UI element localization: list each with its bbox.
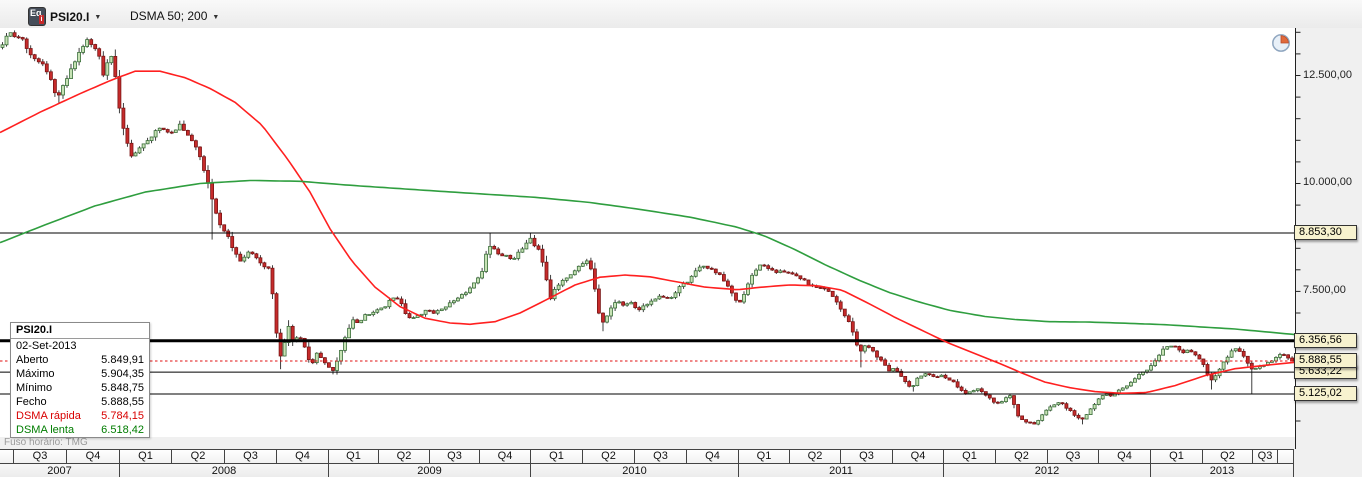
x-axis-quarter-cell: Q3 [224,450,276,463]
y-axis-label: 12.500,00 [1303,68,1352,81]
x-axis-quarter-cell: Q1 [328,450,378,463]
dsma-slow-value: 6.518,42 [101,424,144,436]
data-window-dsma-slow-row: DSMA lenta 6.518,42 [11,423,149,437]
delayed-data-clock-icon[interactable] [1271,33,1291,53]
time-axis: Q3 Q4 Q1 Q2 Q3 Q4 Q1 Q2 Q3 Q4 Q1 Q2 Q3 Q4 Q1 Q2 Q3 Q4 Q1 Q2… [0,449,1294,477]
price-level-badge: 5.888,55 [1294,353,1357,369]
x-axis-quarter-cell: Q4 [1098,450,1150,463]
instrument-label: PSI20.I [50,9,90,24]
x-axis-year-cell: 2011 [738,463,943,477]
indicator-selector[interactable]: DSMA 50; 200 ▼ [130,9,219,23]
x-axis-quarter-cell: Q2 [171,450,224,463]
dsma-fast-value: 5.784,15 [101,410,144,422]
equity-icon-text: Eq [30,8,42,18]
y-axis-label: 7.500,00 [1303,284,1346,297]
price-level-badge: 5.125,02 [1294,386,1357,401]
x-axis-quarter-cell: Q1 [1150,450,1202,463]
x-axis-quarter-cell: Q3 [13,450,66,463]
x-axis-year-cell: 2010 [530,463,738,477]
x-axis-quarter-cell: Q1 [119,450,171,463]
x-axis-quarter-cell: Q3 [840,450,892,463]
x-axis-quarter-cell: Q4 [276,450,328,463]
high-label: Máximo [16,368,55,380]
x-axis-quarter-cell: Q1 [738,450,789,463]
x-axis-quarter-cell: Q1 [530,450,582,463]
x-axis-quarter-cell [0,450,13,463]
x-axis-quarter-cell: Q2 [1202,450,1252,463]
x-axis-quarter-cell: Q2 [582,450,634,463]
x-axis-quarter-cell: Q3 [1252,450,1277,463]
x-axis-year-cell: 2009 [328,463,530,477]
x-axis-quarter-cell: Q3 [634,450,686,463]
dsma-fast-label: DSMA rápida [16,410,81,422]
price-level-badge: 8.853,30 [1294,225,1357,240]
x-axis-quarter-cell: Q4 [686,450,738,463]
x-axis-quarter-cell [1277,450,1293,463]
instrument-selector[interactable]: Eq i PSI20.I ▼ [29,8,101,25]
close-value: 5.888,55 [101,396,144,408]
open-label: Aberto [16,354,49,366]
equity-icon-info-badge: i [39,15,44,24]
x-axis-year-cell: 2007 [0,463,119,477]
price-level-badge: 6.356,56 [1294,332,1357,348]
time-axis-end-line [1293,450,1294,477]
x-axis-quarter-cell: Q2 [378,450,429,463]
x-axis-year-cell: 2012 [943,463,1150,477]
close-label: Fecho [16,396,47,408]
data-window-close-row: Fecho 5.888,55 [11,395,149,409]
x-axis-quarter-cell: Q4 [479,450,530,463]
x-axis-quarter-cell: Q2 [789,450,840,463]
x-axis-quarter-cell: Q1 [943,450,995,463]
indicator-label: DSMA 50; 200 [130,9,208,23]
data-window-date-row: 02-Set-2013 [11,339,149,353]
x-axis-quarter-cell: Q3 [1047,450,1098,463]
data-window-open-row: Aberto 5.849,91 [11,353,149,367]
high-value: 5.904,35 [101,368,144,380]
x-axis-year-cell: 2008 [119,463,328,477]
chevron-down-icon: ▼ [212,13,220,21]
chevron-down-icon: ▼ [94,14,102,21]
data-window-dsma-fast-row: DSMA rápida 5.784,15 [11,409,149,423]
open-value: 5.849,91 [101,354,144,366]
x-axis-quarter-cell: Q4 [892,450,943,463]
chart-toolbar: Eq i PSI20.I ▼ DSMA 50; 200 ▼ [0,0,1362,28]
data-window-high-row: Máximo 5.904,35 [11,367,149,381]
x-axis-year-cell: 2013 [1150,463,1293,477]
x-axis-quarter-cell: Q3 [429,450,479,463]
timezone-note: Fuso horário: TMG [4,437,88,448]
data-window-low-row: Mínimo 5.848,75 [11,381,149,395]
low-value: 5.848,75 [101,382,144,394]
y-axis-label: 10.000,00 [1303,176,1352,189]
x-axis-quarter-cell: Q2 [995,450,1047,463]
equity-instrument-icon: Eq i [29,8,45,25]
dsma-slow-label: DSMA lenta [16,424,75,436]
data-window-title: PSI20.I [11,323,149,339]
data-window-date: 02-Set-2013 [16,340,77,352]
x-axis-quarter-cell: Q4 [66,450,119,463]
low-label: Mínimo [16,382,53,394]
data-window-panel: PSI20.I 02-Set-2013 Aberto 5.849,91 Máxi… [10,322,150,438]
chart-plot-area[interactable] [0,28,1295,437]
